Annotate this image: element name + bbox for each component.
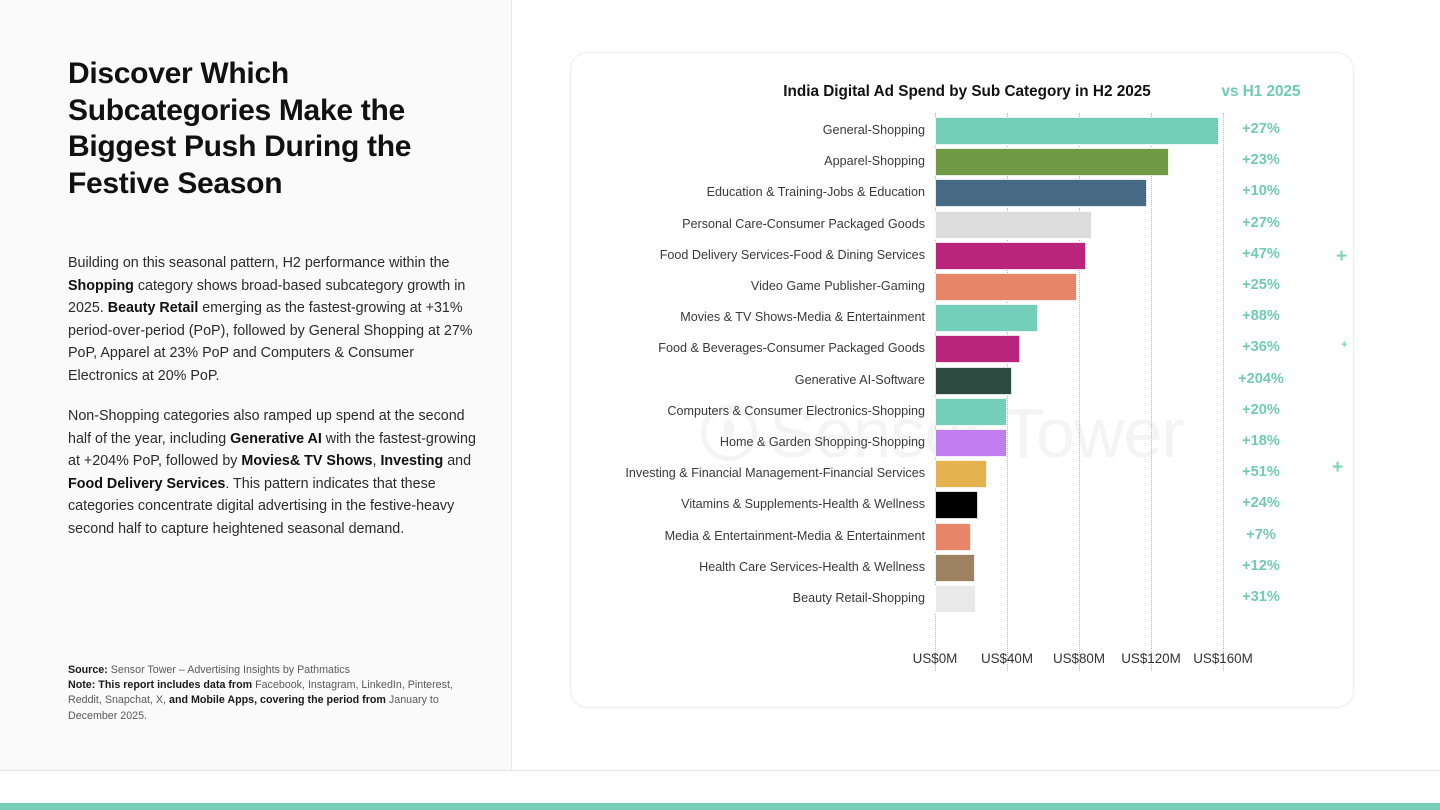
y-axis-category-label: Computers & Consumer Electronics-Shoppin…	[667, 403, 925, 418]
chart-bar	[935, 179, 1148, 208]
plus-decor-icon: +	[1336, 246, 1348, 267]
y-axis-category-label: Investing & Financial Management-Financi…	[625, 466, 925, 481]
chart-bar	[935, 148, 1169, 177]
chart-bar	[935, 460, 988, 489]
y-axis-category-label: Food & Beverages-Consumer Packaged Goods	[658, 341, 925, 356]
y-axis-category-label: Home & Garden Shopping-Shopping	[719, 435, 925, 449]
chart-card: Sensor Tower + + + India Digital Ad Spen…	[570, 52, 1354, 708]
source-label: Source:	[68, 664, 108, 676]
growth-delta-label: +204%	[1238, 370, 1284, 387]
y-axis-category-label: Video Game Publisher-Gaming	[750, 279, 925, 293]
chart-bar	[935, 491, 979, 520]
chart-bar	[935, 117, 1220, 145]
growth-delta-label: +36%	[1242, 339, 1280, 356]
y-axis-category-label: General-Shopping	[822, 123, 925, 137]
chart-bar	[935, 304, 1038, 333]
chart-bar	[935, 553, 975, 582]
y-axis-category-label: Personal Care-Consumer Packaged Goods	[682, 216, 925, 231]
chart-bar	[935, 273, 1078, 301]
y-axis-category-label: Health Care Services-Health & Wellness	[699, 559, 925, 574]
chart-gridline	[1151, 113, 1152, 671]
source-text: Sensor Tower – Advertising Insights by P…	[110, 664, 350, 676]
chart-comparison-header: vs H1 2025	[1221, 83, 1301, 100]
chart-gridline	[1079, 113, 1080, 671]
panel-divider	[511, 0, 512, 770]
plus-decor-icon: +	[1341, 339, 1348, 351]
x-axis-tick-label: US$0M	[912, 651, 958, 666]
plus-decor-icon: +	[1332, 457, 1344, 478]
note-line: Note: This report includes data from Fac…	[68, 678, 488, 724]
chart-plot-area: US$0M US$40M US$80M US$120M US$160M General-S…	[571, 53, 1353, 707]
chart-bar	[935, 585, 977, 613]
chart-bar	[935, 522, 971, 551]
growth-delta-label: +20%	[1242, 401, 1280, 418]
x-axis-tick-label: US$160M	[1193, 651, 1253, 666]
growth-delta-label: +25%	[1242, 277, 1280, 293]
growth-delta-label: +7%	[1246, 526, 1276, 543]
y-axis-category-label: Vitamins & Supplements-Health & Wellness	[681, 497, 925, 512]
growth-delta-label: +47%	[1242, 245, 1280, 262]
chart-bar	[935, 397, 1007, 426]
footer-divider	[0, 770, 1440, 771]
chart-bar	[935, 429, 1007, 457]
growth-delta-label: +12%	[1242, 557, 1280, 574]
growth-delta-label: +24%	[1242, 495, 1280, 512]
growth-delta-label: +23%	[1242, 152, 1280, 169]
watermark-logo-icon	[701, 405, 757, 461]
growth-delta-label: +31%	[1242, 589, 1280, 605]
chart-bar	[935, 241, 1087, 270]
x-axis-tick-label: US$120M	[1121, 651, 1181, 666]
y-axis-category-label: Generative AI-Software	[794, 372, 925, 387]
note-text: This report includes data from Facebook,…	[68, 679, 453, 722]
y-axis-category-label: Food Delivery Services-Food & Dining Ser…	[659, 247, 925, 262]
chart-title: India Digital Ad Spend by Sub Category i…	[783, 83, 1151, 100]
growth-delta-label: +10%	[1242, 183, 1280, 200]
growth-delta-label: +27%	[1242, 121, 1280, 137]
y-axis-category-label: Apparel-Shopping	[824, 154, 925, 169]
page-title: Discover Which Subcategories Make the Bi…	[68, 57, 412, 200]
bottom-accent-bar	[0, 803, 1440, 810]
y-axis-category-label: Education & Training-Jobs & Education	[706, 185, 925, 200]
y-axis-category-label: Movies & TV Shows-Media & Entertainment	[680, 310, 925, 325]
chart-bar	[935, 210, 1092, 239]
chart-gridline	[1223, 113, 1224, 671]
chart-bar	[935, 366, 1013, 395]
source-line: Source: Sensor Tower – Advertising Insig…	[68, 663, 488, 678]
insight-paragraph-2: Non-Shopping categories also ramped up s…	[68, 408, 476, 537]
x-axis-tick-label: US$40M	[980, 651, 1034, 666]
note-label: Note:	[68, 679, 96, 692]
growth-delta-label: +27%	[1242, 214, 1280, 231]
chart-bar	[935, 335, 1020, 364]
y-axis-category-label: Media & Entertainment-Media & Entertainm…	[664, 528, 925, 543]
growth-delta-label: +51%	[1242, 464, 1280, 481]
y-axis-category-label: Beauty Retail-Shopping	[792, 591, 925, 605]
source-note-block: Source: Sensor Tower – Advertising Insig…	[68, 663, 488, 724]
x-axis-tick-label: US$80M	[1052, 651, 1106, 666]
left-content-panel: Discover Which Subcategories Make the Bi…	[0, 0, 512, 770]
insight-paragraph-1: Building on this seasonal pattern, H2 pe…	[68, 255, 473, 384]
growth-delta-label: +88%	[1242, 308, 1280, 325]
growth-delta-label: +18%	[1242, 433, 1280, 449]
